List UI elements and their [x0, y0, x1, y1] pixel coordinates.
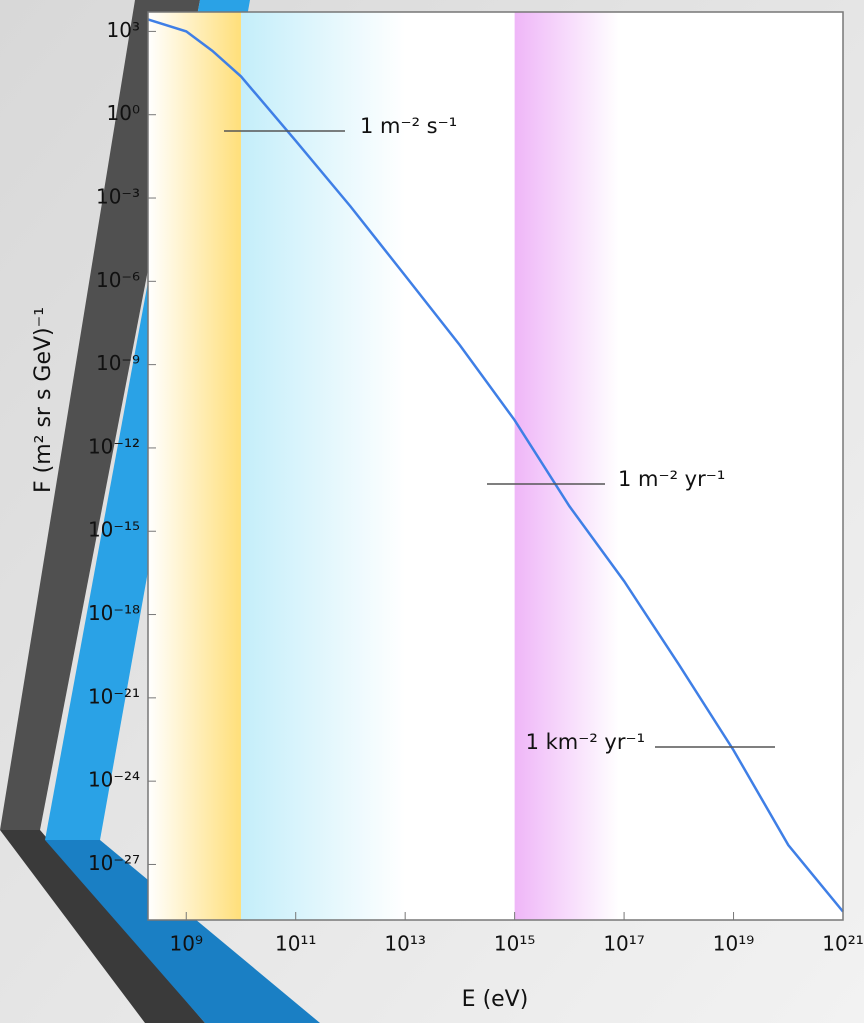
- annotation: 1 m⁻² yr⁻¹: [618, 467, 725, 491]
- annotation: 1 km⁻² yr⁻¹: [526, 730, 645, 754]
- chart: 10³ 10⁰ 10⁻³ 10⁻⁶ 10⁻⁹ 10⁻¹² 10⁻¹⁵ 10⁻¹⁸ 10⁻²¹ 10…: [0, 0, 864, 1023]
- y-tick-label: 10⁻²¹: [88, 684, 140, 708]
- x-tick-label: 10²¹: [822, 932, 863, 956]
- y-tick-label: 10⁻²⁴: [88, 768, 140, 792]
- annotation: 1 m⁻² s⁻¹: [360, 114, 457, 138]
- y-tick-label: 10⁻⁶: [96, 268, 140, 292]
- x-tick-label: 10⁹: [170, 932, 203, 956]
- energy-region: [241, 12, 405, 920]
- y-tick-label: 10⁻⁹: [96, 351, 140, 375]
- y-tick-label: 10⁻³: [96, 185, 140, 209]
- x-tick-label: 10¹⁹: [713, 932, 754, 956]
- x-axis-label: E (eV): [462, 987, 529, 1012]
- y-tick-label: 10⁻²⁷: [88, 851, 140, 875]
- energy-region: [515, 12, 619, 920]
- x-tick-label: 10¹⁷: [603, 932, 644, 956]
- y-tick-label: 10³: [107, 18, 140, 42]
- y-tick-label: 10⁰: [107, 101, 140, 125]
- energy-region: [148, 12, 241, 920]
- x-tick-label: 10¹³: [384, 932, 425, 956]
- y-axis-label: F (m² sr s GeV)⁻¹: [31, 307, 56, 493]
- y-tick-label: 10⁻¹²: [88, 434, 140, 458]
- y-tick-label: 10⁻¹⁵: [88, 518, 140, 542]
- x-tick-label: 10¹¹: [275, 932, 316, 956]
- y-tick-label: 10⁻¹⁸: [88, 601, 140, 625]
- x-tick-label: 10¹⁵: [494, 932, 535, 956]
